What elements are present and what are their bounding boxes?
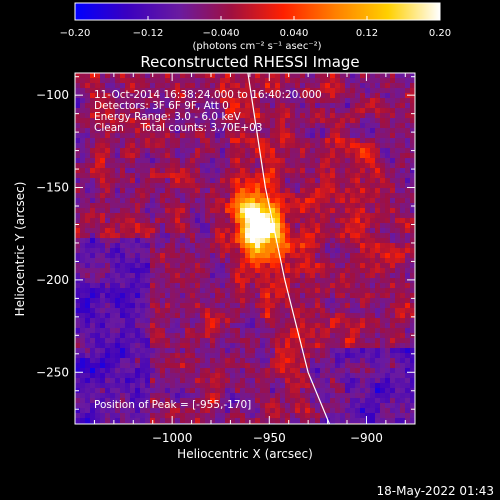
- y-tick-label: −100: [36, 88, 69, 102]
- colorbar: [74, 2, 441, 21]
- x-tick-label: −950: [253, 431, 286, 445]
- colorbar-unit-label: (photons cm⁻² s⁻¹ asec⁻²): [192, 41, 321, 52]
- x-tick-label: −900: [350, 431, 383, 445]
- x-axis-label: Heliocentric X (arcsec): [177, 447, 313, 461]
- annotation-time-range: 11-Oct-2014 16:38:24.000 to 16:40:20.000: [94, 89, 322, 101]
- colorbar-tick-label: 0.20: [429, 28, 451, 39]
- plot-frame: [74, 72, 416, 425]
- solar-limb-curve: [247, 73, 331, 424]
- colorbar-tick-label: −0.040: [202, 28, 239, 39]
- heatmap-image: [75, 73, 415, 424]
- annotation-clean-counts: Clean Total counts: 3.70E+03: [94, 122, 263, 134]
- colorbar-tick-label: 0.040: [280, 28, 309, 39]
- annotation-energy-range: Energy Range: 3.0 - 6.0 keV: [94, 111, 242, 123]
- timestamp: 18-May-2022 01:43: [377, 484, 494, 498]
- axis-ticks: −1000 −950 −900 −100 −150 −200 −250: [36, 73, 415, 445]
- y-tick-label: −150: [36, 181, 69, 195]
- y-tick-label: −200: [36, 273, 69, 287]
- colorbar-tick-label: −0.20: [60, 28, 91, 39]
- colorbar-tick-label: −0.12: [133, 28, 164, 39]
- x-tick-label: −1000: [152, 431, 193, 445]
- colorbar-tick-label: 0.12: [356, 28, 378, 39]
- y-axis-label: Heliocentric Y (arcsec): [13, 182, 27, 317]
- annotation-peak-position: Position of Peak = [-955,-170]: [94, 399, 251, 411]
- y-tick-label: −250: [36, 365, 69, 379]
- annotation-detectors: Detectors: 3F 6F 9F, Att 0: [94, 100, 229, 112]
- chart-title: Reconstructed RHESSI Image: [140, 53, 359, 71]
- colorbar-ticks: −0.20 −0.12 −0.040 0.040 0.12 0.20: [60, 16, 451, 39]
